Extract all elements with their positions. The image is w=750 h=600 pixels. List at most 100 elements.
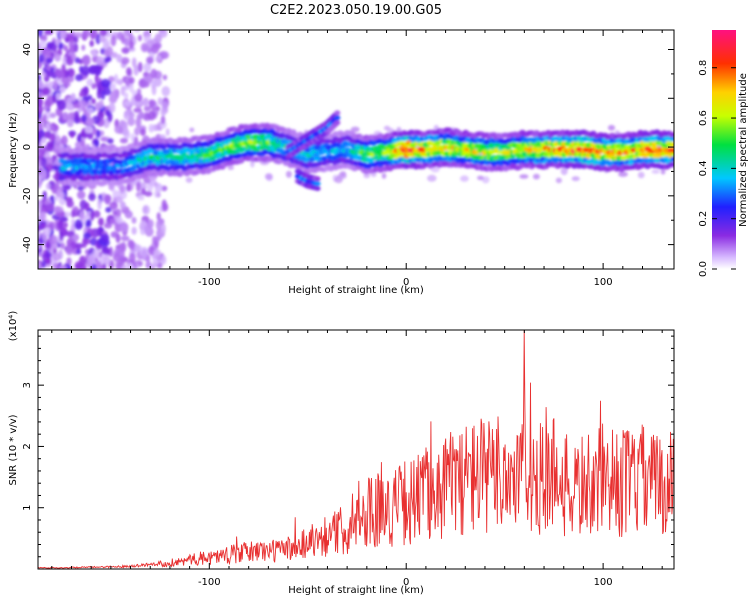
heatmap-cell: [44, 30, 54, 36]
snr-y-multiplier: (x10⁴): [8, 311, 19, 342]
heatmap-cell: [135, 117, 142, 128]
heatmap-cell: [128, 32, 134, 42]
heatmap-cell: [86, 257, 94, 268]
heatmap-cell: [123, 92, 129, 100]
heatmap-cell: [144, 191, 153, 197]
heatmap-cell: [157, 97, 163, 106]
heatmap-cell: [59, 30, 66, 40]
heatmap-cell: [670, 136, 674, 142]
heatmap-x-axis-label: Height of straight line (km): [288, 285, 424, 296]
heatmap-cell: [70, 93, 76, 102]
heatmap-cell: [38, 53, 45, 63]
heatmap-cell: [89, 237, 98, 246]
heatmap-cell: [82, 30, 91, 38]
heatmap-cell: [49, 195, 55, 201]
heatmap-cell: [41, 87, 51, 96]
heatmap-cell: [162, 203, 169, 212]
heatmap-cell: [134, 127, 140, 136]
heatmap-cell: [57, 211, 65, 217]
heatmap-cell: [108, 76, 115, 83]
heatmap-y-tick-label: 40: [22, 43, 33, 56]
heatmap-cell: [124, 210, 133, 219]
heatmap-cell: [350, 126, 360, 133]
heatmap-cell: [54, 53, 61, 62]
heatmap-cell: [66, 198, 71, 208]
heatmap-cell: [63, 81, 71, 87]
heatmap-cell: [137, 195, 145, 201]
heatmap-cell: [560, 167, 568, 176]
heatmap-cell: [124, 37, 129, 47]
heatmap-cell: [137, 34, 142, 42]
heatmap-cell: [158, 30, 166, 34]
heatmap-y-tick-label: 20: [22, 92, 33, 105]
heatmap-cell: [79, 91, 84, 98]
heatmap-cell: [74, 219, 83, 230]
heatmap-cell: [670, 156, 674, 162]
heatmap-cell: [45, 122, 51, 132]
heatmap-cell: [38, 30, 43, 37]
heatmap-cell: [136, 181, 141, 192]
heatmap-cell: [126, 183, 131, 192]
heatmap-cell: [79, 65, 83, 73]
heatmap-cell: [161, 101, 169, 111]
colorbar-ticks: 0.0 0.2 0.4 0.6 0.8: [698, 60, 736, 277]
heatmap-cell: [100, 136, 108, 142]
heatmap-cell: [100, 233, 110, 243]
heatmap-cell: [82, 54, 91, 66]
heatmap-cell: [67, 119, 74, 128]
heatmap-cell: [142, 97, 149, 107]
heatmap-cell: [161, 185, 168, 192]
heatmap-cell: [120, 34, 126, 44]
heatmap-cell: [76, 190, 86, 200]
heatmap-cell: [154, 183, 163, 193]
heatmap-cells: [38, 30, 674, 269]
heatmap-cell: [363, 172, 371, 179]
heatmap-cell: [96, 261, 102, 268]
heatmap-cell: [148, 125, 156, 132]
heatmap-cell: [38, 133, 41, 144]
heatmap-cell: [70, 52, 77, 61]
heatmap-cell: [121, 128, 130, 136]
heatmap-cell: [58, 219, 64, 230]
heatmap-cell: [156, 254, 162, 262]
heatmap-cell: [140, 220, 147, 227]
heatmap-cell: [41, 259, 47, 269]
heatmap-cell: [123, 111, 130, 120]
heatmap-cell: [133, 64, 139, 76]
heatmap-cell: [670, 162, 674, 168]
heatmap-cell: [227, 165, 234, 170]
heatmap-cell: [86, 78, 94, 87]
heatmap-cell: [481, 176, 490, 184]
heatmap-cell: [314, 176, 321, 182]
heatmap-cell: [151, 84, 157, 96]
heatmap-cell: [111, 52, 118, 59]
heatmap-cell: [74, 243, 84, 249]
colorbar-gradient: [712, 30, 736, 269]
heatmap-cell: [76, 248, 82, 255]
heatmap-cell: [46, 203, 55, 212]
heatmap-cell: [45, 182, 51, 190]
heatmap-cell: [142, 204, 151, 215]
heatmap-y-ticks: -40 -20 0 20 40: [22, 43, 674, 270]
heatmap-cell: [148, 99, 157, 107]
snr-x-axis-label: Height of straight line (km): [288, 585, 424, 596]
heatmap-cell: [57, 99, 66, 111]
heatmap-cell: [153, 236, 162, 242]
heatmap-cell: [44, 49, 52, 56]
heatmap-cell: [165, 128, 170, 136]
heatmap-cell: [156, 212, 161, 221]
heatmap-cell: [153, 249, 161, 256]
heatmap-cell: [44, 242, 51, 250]
snr-x-tick-label: 100: [594, 577, 613, 588]
heatmap-cell: [141, 248, 148, 259]
heatmap-cell: [129, 83, 134, 93]
heatmap-cell: [110, 35, 117, 47]
heatmap-cell: [107, 138, 114, 144]
heatmap-cell: [160, 115, 166, 125]
heatmap-cell: [146, 56, 154, 64]
heatmap-cell: [70, 210, 76, 218]
heatmap-cell: [532, 173, 540, 180]
heatmap-cell: [138, 111, 145, 119]
heatmap-cell: [89, 40, 94, 47]
heatmap-cell: [119, 223, 129, 233]
